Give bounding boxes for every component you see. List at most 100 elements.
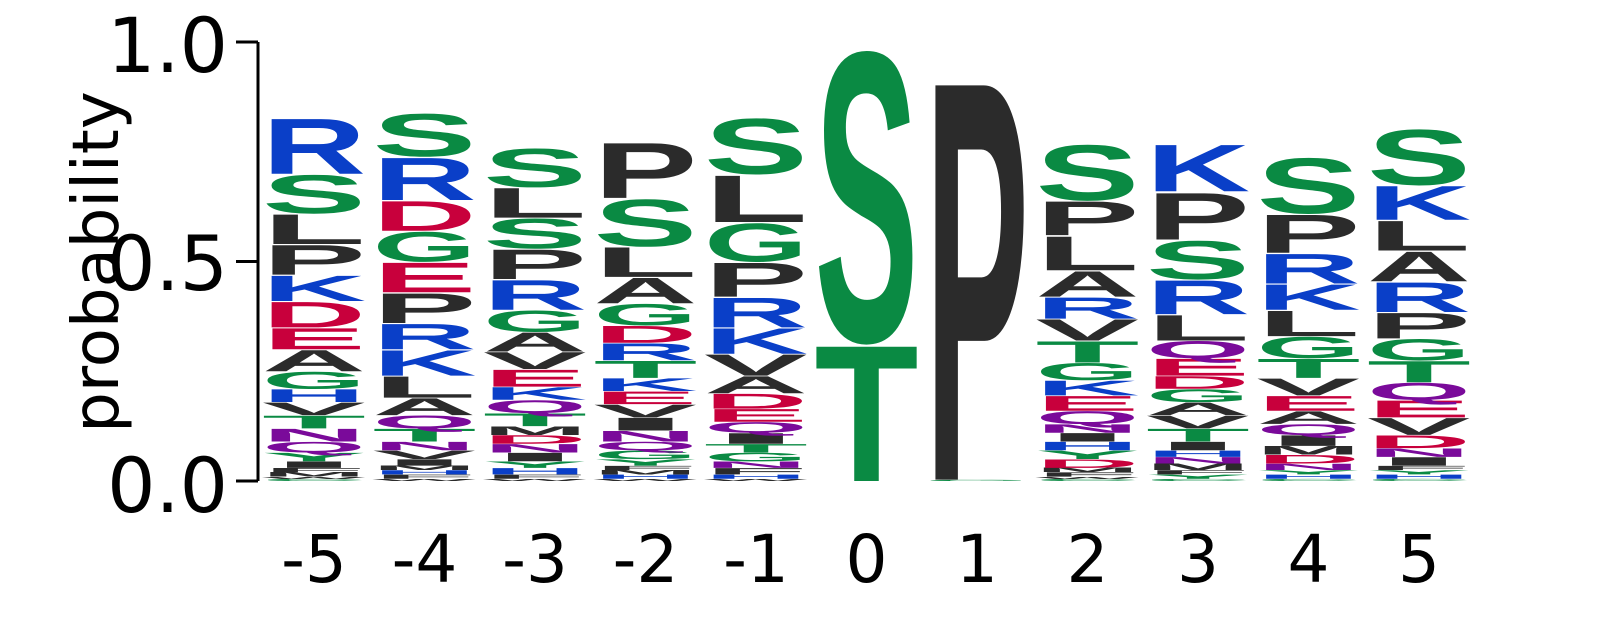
logo-letter-l: L	[1036, 226, 1140, 281]
y-tick-label-0-5: 0.5	[107, 219, 228, 308]
logo-letter-f: F	[262, 467, 366, 474]
logo-letter-p: P	[1367, 305, 1471, 346]
logo-letter-y: Y	[1367, 469, 1471, 476]
logo-letter-w: W	[1036, 476, 1139, 479]
x-tick-label: -2	[613, 521, 679, 598]
logo-letter-e: E	[262, 322, 366, 356]
logo-letter-g: G	[594, 297, 698, 331]
logo-letter-s: S	[704, 103, 808, 191]
logo-letter-a: A	[483, 327, 587, 358]
logo-letter-t: T	[1146, 425, 1250, 446]
x-tick-labels: -5 -4 -3 -2 -1 0 1 2 3 4 5	[281, 521, 1440, 598]
logo-letter-f: F	[483, 473, 587, 480]
logo-letter-p: P	[1257, 203, 1361, 265]
logo-letter-v: V	[373, 448, 477, 462]
logo-letter-i: I	[483, 450, 587, 464]
logo-letter-v: V	[704, 348, 808, 382]
logo-letter-a: A	[1036, 264, 1140, 305]
logo-letter-w: W	[594, 478, 697, 481]
logo-letter-n: N	[704, 460, 808, 470]
logo-letter-n: N	[262, 425, 366, 445]
letter-stacks: CWMFIYQNTVHGAEDKPLSRWFHMIVNTQALKRPEGDRSW…	[262, 0, 1471, 602]
logo-letter-f: F	[1367, 465, 1471, 472]
logo-letter-e: E	[594, 388, 698, 408]
logo-letter-l: L	[373, 370, 477, 404]
logo-letter-i: I	[373, 457, 477, 467]
logo-letter-y: Y	[594, 457, 698, 467]
logo-letter-p: P	[594, 127, 698, 215]
logo-letter-t: T	[594, 356, 698, 383]
logo-letter-p: P	[373, 285, 477, 332]
logo-letter-q: Q	[1367, 378, 1471, 405]
logo-letter-e: E	[1257, 391, 1361, 415]
logo-letter-p: P	[1036, 191, 1140, 245]
y-tick-label-0-0: 0.0	[107, 441, 228, 530]
logo-letter-i: I	[1146, 439, 1250, 453]
logo-letter-g: G	[704, 212, 808, 273]
logo-letter-v: V	[594, 401, 698, 421]
logo-letter-r: R	[262, 102, 366, 191]
y-tick-label-1-0: 1.0	[107, 1, 228, 90]
logo-letter-r: R	[1146, 270, 1250, 324]
x-tick-label: 2	[1067, 521, 1109, 598]
logo-letter-a: A	[1146, 399, 1250, 419]
logo-letter-k: K	[373, 343, 477, 384]
x-tick-label: 4	[1288, 521, 1330, 598]
logo-letter-q: Q	[262, 439, 366, 456]
logo-letter-s: S	[1257, 142, 1361, 230]
logo-letter-q: Q	[483, 397, 587, 417]
logo-letter-r: R	[373, 317, 477, 358]
logo-letter-w: W	[483, 478, 586, 481]
logo-letter-q: Q	[594, 439, 698, 453]
logo-letter-v: V	[1367, 413, 1471, 440]
logo-letter-h: H	[373, 469, 477, 476]
logo-letter-a: A	[594, 270, 698, 311]
logo-letter-c: C	[1367, 478, 1471, 481]
x-tick-label: 1	[956, 521, 998, 598]
logo-letter-v: V	[1257, 373, 1361, 400]
logo-letter-k: K	[483, 383, 587, 403]
logo-letter-a: A	[1257, 407, 1361, 427]
logo-letter-n: N	[594, 428, 698, 445]
logo-letter-i: I	[704, 430, 808, 447]
logo-letter-g: G	[373, 223, 477, 271]
logo-letter-t: T	[483, 410, 587, 431]
logo-letter-t: T	[1257, 353, 1361, 384]
logo-letter-a: A	[1367, 243, 1471, 291]
logo-letter-n: N	[373, 439, 477, 453]
logo-letter-a: A	[262, 344, 366, 378]
logo-letter-t: T	[262, 412, 366, 433]
logo-letter-i: I	[1257, 432, 1361, 449]
logo-letter-d: D	[262, 295, 366, 336]
logo-letter-d: D	[483, 433, 587, 447]
logo-letter-t: T	[1367, 355, 1471, 389]
logo-letter-q: Q	[1036, 408, 1140, 428]
logo-letter-d: D	[704, 389, 808, 413]
logo-letter-t: T	[704, 441, 808, 455]
logo-letter-n: N	[1257, 462, 1361, 472]
logo-letter-t: T	[373, 425, 477, 446]
logo-letter-p: P	[1146, 179, 1250, 254]
logo-letter-m: M	[1146, 462, 1250, 472]
logo-letter-n: N	[1036, 422, 1140, 436]
logo-letter-y: Y	[1146, 473, 1250, 480]
logo-letter-h: H	[704, 473, 808, 480]
logo-letter-h: H	[594, 473, 698, 480]
logo-letter-p: P	[262, 237, 366, 284]
logo-letter-h: H	[1367, 473, 1471, 480]
logo-letter-f: F	[1146, 469, 1250, 476]
logo-letter-e: E	[1146, 354, 1250, 381]
logo-letter-k: K	[1146, 130, 1250, 205]
logo-letter-q: Q	[373, 412, 477, 432]
logo-letter-e: E	[373, 254, 477, 301]
logo-letter-g: G	[1257, 330, 1361, 364]
logo-letter-p: P	[483, 241, 587, 288]
logo-letter-m: M	[1257, 444, 1361, 458]
logo-letter-k: K	[1257, 277, 1361, 318]
logo-letter-n: N	[1146, 455, 1250, 465]
logo-letter-w: W	[704, 478, 807, 481]
x-tick-label: -1	[723, 521, 789, 598]
logo-letter-l: L	[594, 239, 698, 286]
logo-letter-e: E	[1036, 391, 1140, 415]
